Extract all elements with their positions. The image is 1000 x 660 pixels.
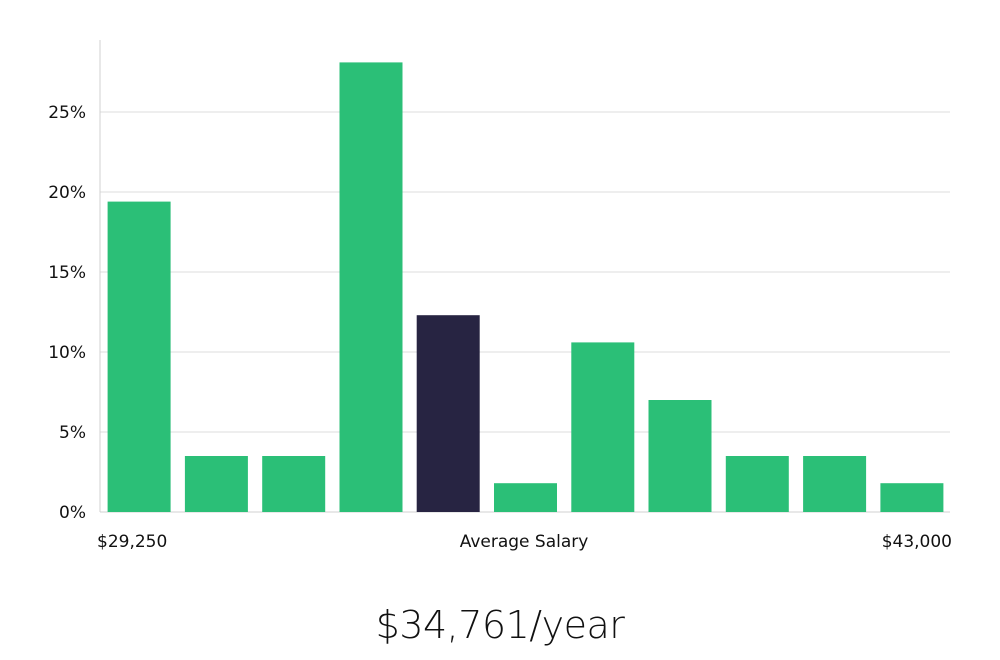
bar-average-salary (416, 315, 480, 512)
bar (803, 456, 867, 512)
bar (339, 62, 403, 513)
y-tick-label: 15% (48, 263, 86, 283)
bar (107, 201, 171, 512)
x-label-min: $29,250 (97, 532, 167, 552)
y-tick-label: 0% (59, 503, 86, 523)
bars (107, 62, 944, 513)
grid-lines (100, 111, 950, 513)
bar (494, 483, 557, 512)
y-tick-label: 10% (48, 343, 86, 363)
average-salary-label: $34,761/year (375, 603, 625, 647)
x-label-center: Average Salary (460, 532, 589, 552)
y-tick-label: 25% (48, 103, 86, 123)
bar (571, 342, 635, 512)
bar (262, 456, 326, 512)
x-label-max: $43,000 (882, 532, 952, 552)
y-tick-label: 20% (48, 183, 86, 203)
bar (880, 483, 944, 512)
y-tick-label: 5% (59, 423, 86, 443)
bar (184, 456, 248, 512)
salary-histogram: 0%5%10%15%20%25% $29,250 Average Salary … (48, 40, 952, 552)
bar (725, 456, 789, 512)
y-axis-ticks: 0% 5% 10% 15% 20% 25% (48, 103, 86, 523)
bar (648, 400, 712, 512)
